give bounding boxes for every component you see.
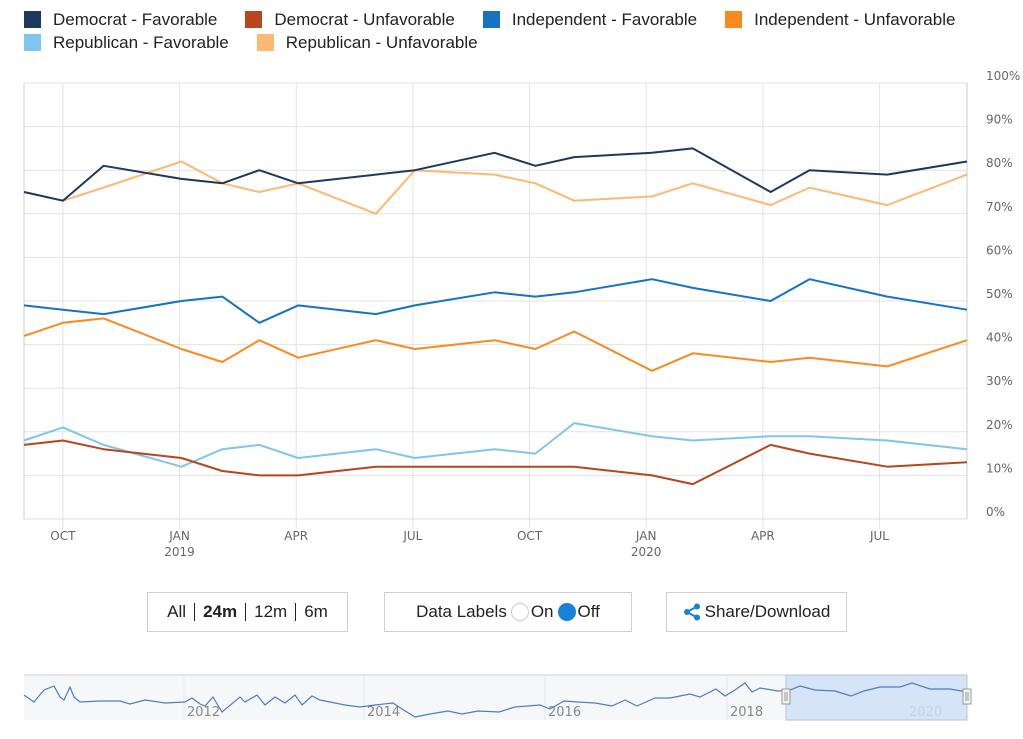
navigator-year-label: 2014 — [367, 705, 400, 720]
y-tick-label: 100% — [986, 69, 1020, 83]
share-download-button[interactable]: Share/Download — [666, 592, 847, 632]
legend-label: Republican - Unfavorable — [285, 33, 478, 52]
x-tick-label: JUL — [402, 529, 422, 543]
y-tick-label: 0% — [986, 505, 1005, 519]
navigator-left-handle[interactable] — [781, 688, 791, 705]
legend-swatch — [245, 11, 263, 28]
series-group — [23, 147, 968, 486]
data-labels-on-radio[interactable] — [510, 603, 529, 621]
legend-item[interactable]: Democrat - Unfavorable — [245, 8, 455, 31]
divider — [245, 603, 247, 621]
series-line-republican-favorable — [23, 422, 968, 468]
navigator-year-label: 2018 — [730, 705, 763, 720]
legend-item[interactable]: Democrat - Favorable — [24, 8, 217, 31]
range-12m-button[interactable]: 12m — [254, 602, 288, 621]
navigator-series-line — [23, 682, 968, 718]
legend-label: Independent - Unfavorable — [754, 10, 956, 29]
navigator: 20122014201620182020 — [23, 674, 972, 721]
range-6m-button[interactable]: 6m — [304, 602, 328, 621]
x-tick-year-label: 2020 — [631, 545, 662, 559]
handle-box — [962, 688, 972, 705]
data-labels-off-label[interactable]: Off — [577, 602, 600, 621]
series-line-independent-favorable — [23, 278, 968, 324]
y-tick-label: 90% — [986, 113, 1013, 127]
y-tick-label: 70% — [986, 200, 1013, 214]
legend-row: Republican - Favorable Republican - Unfav… — [24, 31, 1014, 54]
range-selector: All 24m 12m 6m — [147, 592, 348, 632]
legend-item[interactable]: Republican - Unfavorable — [256, 31, 478, 54]
legend: Democrat - Favorable Democrat - Unfavorab… — [24, 8, 1014, 54]
legend-swatch — [24, 11, 41, 28]
y-axis: 0% 10% 20% 30% 40% 50% 60% 70% 80% 90% 100% — [986, 69, 1020, 519]
x-axis: OCT JAN 2019 APR JUL OCT JAN 2020 APR JUL — [50, 529, 889, 559]
x-tick-label: JAN — [168, 529, 190, 543]
series-line-independent-unfavorable — [23, 317, 968, 372]
legend-label: Independent - Favorable — [511, 10, 698, 29]
legend-swatch — [725, 11, 743, 28]
share-icon — [683, 603, 701, 621]
navigator-right-handle[interactable] — [962, 688, 972, 705]
x-tick-label: OCT — [50, 529, 76, 543]
range-24m-button[interactable]: 24m — [203, 602, 238, 621]
legend-item[interactable]: Independent - Favorable — [482, 8, 698, 31]
legend-item[interactable]: Republican - Favorable — [24, 31, 229, 54]
range-all-button[interactable]: All — [167, 602, 187, 621]
y-tick-label: 50% — [986, 287, 1013, 301]
x-tick-label: JAN — [635, 529, 657, 543]
y-tick-label: 80% — [986, 156, 1013, 170]
divider — [295, 603, 297, 621]
divider — [194, 603, 196, 621]
y-tick-label: 20% — [986, 418, 1013, 432]
y-tick-label: 10% — [986, 461, 1013, 475]
navigator-year-label: 2012 — [187, 705, 220, 720]
legend-swatch — [256, 34, 274, 51]
x-tick-label: OCT — [517, 529, 543, 543]
legend-row: Democrat - Favorable Democrat - Unfavorab… — [24, 8, 1014, 31]
series-line-republican-unfavorable — [23, 160, 968, 215]
x-tick-label: JUL — [869, 529, 889, 543]
x-tick-label: APR — [751, 529, 775, 543]
navigator-year-label: 2016 — [548, 705, 581, 720]
legend-label: Democrat - Unfavorable — [274, 10, 455, 29]
legend-label: Republican - Favorable — [53, 33, 229, 52]
data-labels-label: Data Labels — [416, 602, 507, 621]
data-labels-off-radio[interactable] — [557, 603, 576, 621]
legend-item[interactable]: Independent - Unfavorable — [725, 8, 955, 31]
share-download-label: Share/Download — [704, 602, 831, 621]
data-labels-on-label[interactable]: On — [530, 602, 554, 621]
navigator-selection — [785, 674, 968, 721]
y-tick-label: 60% — [986, 243, 1013, 257]
legend-label: Democrat - Favorable — [53, 10, 218, 29]
x-tick-year-label: 2019 — [164, 545, 195, 559]
series-line-democrat-unfavorable — [23, 439, 968, 486]
legend-swatch — [482, 11, 500, 28]
data-labels-toggle: Data Labels On Off — [384, 592, 632, 632]
grid — [23, 82, 968, 529]
handle-box — [781, 688, 791, 705]
y-tick-label: 40% — [986, 331, 1013, 345]
x-tick-label: APR — [284, 529, 308, 543]
legend-swatch — [24, 34, 41, 51]
y-tick-label: 30% — [986, 374, 1013, 388]
series-line-democrat-favorable — [23, 147, 968, 202]
